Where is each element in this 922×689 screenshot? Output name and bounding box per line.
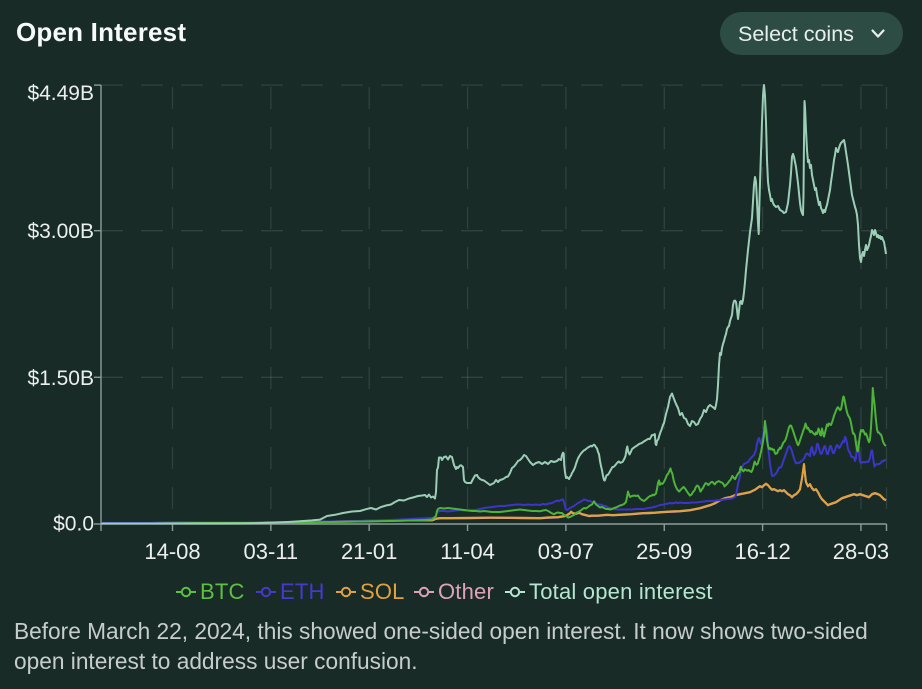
svg-text:16-12: 16-12: [734, 539, 790, 564]
svg-text:Other: Other: [438, 579, 494, 604]
svg-text:21-01: 21-01: [341, 539, 397, 564]
svg-text:25-09: 25-09: [636, 539, 692, 564]
svg-text:11-04: 11-04: [440, 539, 495, 564]
svg-text:Total open interest: Total open interest: [529, 579, 713, 604]
svg-text:14-08: 14-08: [144, 539, 200, 564]
svg-text:Open Interest: Open Interest: [16, 17, 186, 47]
svg-text:03-07: 03-07: [538, 539, 594, 564]
svg-text:$3.00B: $3.00B: [27, 220, 94, 243]
svg-text:$0.0: $0.0: [53, 513, 94, 536]
svg-text:open interest to address user: open interest to address user confusion.: [14, 648, 418, 674]
svg-text:SOL: SOL: [360, 579, 405, 604]
svg-text:28-03: 28-03: [833, 539, 889, 564]
svg-text:ETH: ETH: [280, 579, 325, 604]
svg-text:03-11: 03-11: [244, 539, 299, 564]
svg-text:BTC: BTC: [200, 579, 245, 604]
svg-text:$1.50B: $1.50B: [27, 367, 94, 390]
svg-text:Select coins: Select coins: [738, 22, 854, 46]
svg-text:Before March 22, 2024, this sh: Before March 22, 2024, this showed one-s…: [14, 618, 868, 644]
svg-text:$4.49B: $4.49B: [27, 82, 94, 105]
